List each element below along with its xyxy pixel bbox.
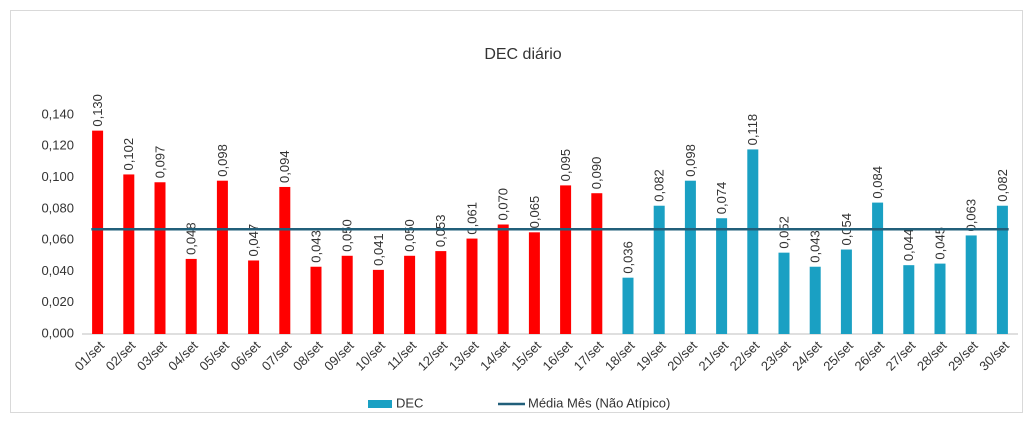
data-label: 0,043 — [308, 230, 323, 263]
bar — [872, 202, 884, 334]
data-label: 0,070 — [496, 188, 511, 221]
bar — [560, 185, 572, 334]
bar — [528, 232, 540, 334]
bar — [965, 235, 977, 334]
data-label: 0,045 — [932, 227, 947, 260]
data-label: 0,084 — [870, 166, 885, 199]
y-tick-label: 0,140 — [41, 106, 74, 121]
bar — [248, 260, 260, 334]
data-label: 0,095 — [558, 149, 573, 182]
data-label: 0,053 — [433, 215, 448, 248]
chart-title: DEC diário — [484, 46, 561, 63]
bar — [372, 269, 384, 334]
bar — [747, 149, 759, 334]
bar — [903, 265, 915, 334]
y-tick-label: 0,040 — [41, 263, 74, 278]
bar — [123, 174, 135, 334]
bar — [778, 252, 790, 334]
bar — [653, 205, 665, 334]
data-label: 0,063 — [964, 199, 979, 232]
chart-frame — [10, 10, 1023, 413]
bar — [809, 266, 821, 334]
bar — [92, 130, 104, 334]
bar — [216, 180, 228, 334]
data-label: 0,043 — [808, 230, 823, 263]
y-tick-label: 0,000 — [41, 325, 74, 340]
data-label: 0,047 — [246, 224, 261, 257]
data-label: 0,061 — [464, 202, 479, 235]
bar — [154, 182, 166, 334]
data-label: 0,036 — [620, 241, 635, 274]
data-label: 0,048 — [184, 222, 199, 255]
data-label: 0,044 — [901, 229, 916, 262]
bar — [341, 255, 353, 334]
data-label: 0,082 — [652, 169, 667, 202]
data-label: 0,098 — [215, 144, 230, 177]
bar — [435, 251, 447, 334]
y-tick-label: 0,100 — [41, 169, 74, 184]
y-tick-label: 0,080 — [41, 200, 74, 215]
bar — [840, 249, 852, 334]
bar — [466, 238, 478, 334]
data-label: 0,041 — [371, 233, 386, 266]
data-label: 0,090 — [589, 157, 604, 190]
data-label: 0,082 — [995, 169, 1010, 202]
data-label: 0,130 — [90, 94, 105, 127]
y-tick-label: 0,120 — [41, 138, 74, 153]
legend-label: Média Mês (Não Atípico) — [528, 395, 670, 410]
legend-swatch — [368, 400, 392, 408]
y-tick-label: 0,060 — [41, 232, 74, 247]
data-label: 0,102 — [121, 138, 136, 171]
bar — [497, 224, 509, 334]
data-label: 0,094 — [277, 150, 292, 183]
bar — [716, 218, 728, 334]
bar — [622, 277, 634, 334]
bar — [279, 186, 291, 334]
data-label: 0,050 — [402, 219, 417, 252]
bar — [185, 258, 197, 334]
bar — [404, 255, 416, 334]
data-label: 0,098 — [683, 144, 698, 177]
bar — [684, 180, 696, 334]
bar — [591, 193, 603, 334]
data-label: 0,074 — [714, 182, 729, 215]
legend-label: DEC — [396, 395, 423, 410]
data-label: 0,065 — [527, 196, 542, 229]
data-label: 0,050 — [340, 219, 355, 252]
bar — [934, 263, 946, 334]
bar — [310, 266, 322, 334]
data-label: 0,097 — [152, 146, 167, 179]
bar — [996, 205, 1008, 334]
y-tick-label: 0,020 — [41, 294, 74, 309]
data-label: 0,118 — [745, 114, 760, 146]
data-label: 0,052 — [776, 216, 791, 249]
